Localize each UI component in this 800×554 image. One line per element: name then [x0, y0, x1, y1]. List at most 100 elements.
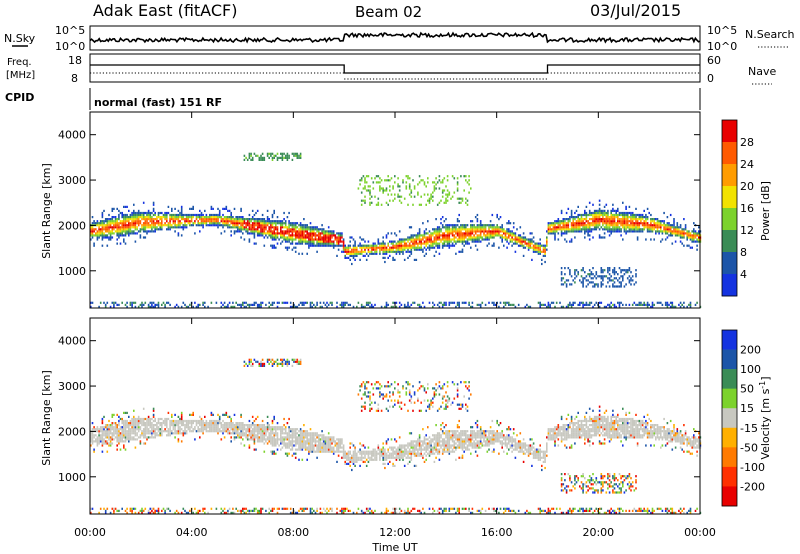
velocity-cell — [270, 442, 272, 444]
power-cell — [639, 216, 641, 218]
power-cell — [363, 187, 365, 189]
velocity-cell — [245, 508, 247, 510]
power-cell — [344, 255, 346, 257]
velocity-cell — [285, 426, 287, 428]
power-cell — [361, 253, 363, 255]
velocity-cell — [219, 428, 221, 430]
power-cell — [511, 304, 513, 306]
power-cell — [508, 236, 510, 238]
power-cell — [614, 210, 616, 212]
power-cell — [582, 302, 584, 304]
power-cell — [103, 226, 105, 228]
power-cell — [643, 210, 645, 212]
velocity-cell — [121, 420, 123, 422]
velocity-cell — [131, 508, 133, 510]
velocity-cell — [145, 442, 147, 444]
power-cell — [298, 236, 300, 238]
power-cell — [364, 187, 366, 189]
power-cell — [510, 241, 512, 243]
velocity-cell — [161, 432, 163, 434]
power-cell — [422, 251, 424, 253]
power-cell — [665, 230, 667, 232]
power-cell — [693, 222, 695, 224]
power-cell — [270, 153, 272, 155]
power-cell — [103, 234, 105, 236]
power-cell — [412, 247, 414, 249]
power-cell — [647, 230, 649, 232]
power-cell — [371, 304, 373, 306]
velocity-cell — [156, 426, 158, 428]
power-cell — [331, 302, 333, 304]
velocity-cell — [267, 442, 269, 444]
power-cell — [487, 230, 489, 232]
power-cell — [381, 243, 383, 245]
power-cell — [622, 238, 624, 240]
power-cell — [574, 302, 576, 304]
power-cell — [614, 220, 616, 222]
power-cell — [254, 236, 256, 238]
power-cell — [239, 228, 241, 230]
power-cell — [425, 238, 427, 240]
velocity-cell — [174, 426, 176, 428]
power-cell — [267, 224, 269, 226]
power-cell — [536, 245, 538, 247]
velocity-cell — [103, 416, 105, 418]
power-cell — [455, 253, 457, 255]
power-cell — [244, 218, 246, 220]
power-cell — [176, 218, 178, 220]
power-cell — [341, 241, 343, 243]
power-cell — [577, 271, 579, 273]
power-cell — [515, 236, 517, 238]
power-cell — [164, 218, 166, 220]
power-cell — [222, 222, 224, 224]
velocity-cell — [189, 426, 191, 428]
velocity-cell — [135, 508, 137, 510]
power-cell — [643, 220, 645, 222]
power-cell — [308, 228, 310, 230]
power-cell — [637, 222, 639, 224]
power-cell — [108, 218, 110, 220]
power-cell — [485, 228, 487, 230]
power-cell — [564, 218, 566, 220]
power-cell — [582, 269, 584, 271]
power-cell — [95, 222, 97, 224]
power-cell — [609, 279, 611, 281]
power-cell — [444, 236, 446, 238]
power-cell — [553, 224, 555, 226]
power-cell — [449, 228, 451, 230]
power-cell — [298, 224, 300, 226]
power-cell — [150, 224, 152, 226]
power-cell — [554, 220, 556, 222]
velocity-cell — [120, 438, 122, 440]
power-cell — [384, 261, 386, 263]
power-cell — [399, 189, 401, 191]
power-cell — [249, 226, 251, 228]
power-cell — [272, 216, 274, 218]
power-cell — [635, 226, 637, 228]
power-cell — [691, 247, 693, 249]
power-cell — [642, 218, 644, 220]
power-cell — [259, 218, 261, 220]
velocity-cell — [133, 508, 135, 510]
power-cell — [582, 220, 584, 222]
velocity-cell — [189, 510, 191, 512]
power-cell — [102, 212, 104, 214]
power-cell — [394, 198, 396, 200]
velocity-cell — [227, 510, 229, 512]
power-cell — [178, 232, 180, 234]
power-cell — [523, 232, 525, 234]
power-cell — [359, 243, 361, 245]
power-cell — [619, 220, 621, 222]
power-cell — [141, 224, 143, 226]
power-cell — [622, 304, 624, 306]
velocity-cell — [110, 438, 112, 440]
power-cell — [340, 232, 342, 234]
power-cell — [434, 238, 436, 240]
velocity-cell — [255, 434, 257, 436]
power-cell — [351, 249, 353, 251]
power-cell — [217, 218, 219, 220]
power-cell — [361, 245, 363, 247]
power-cell — [255, 222, 257, 224]
velocity-cell — [178, 440, 180, 442]
velocity-cell — [113, 508, 115, 510]
